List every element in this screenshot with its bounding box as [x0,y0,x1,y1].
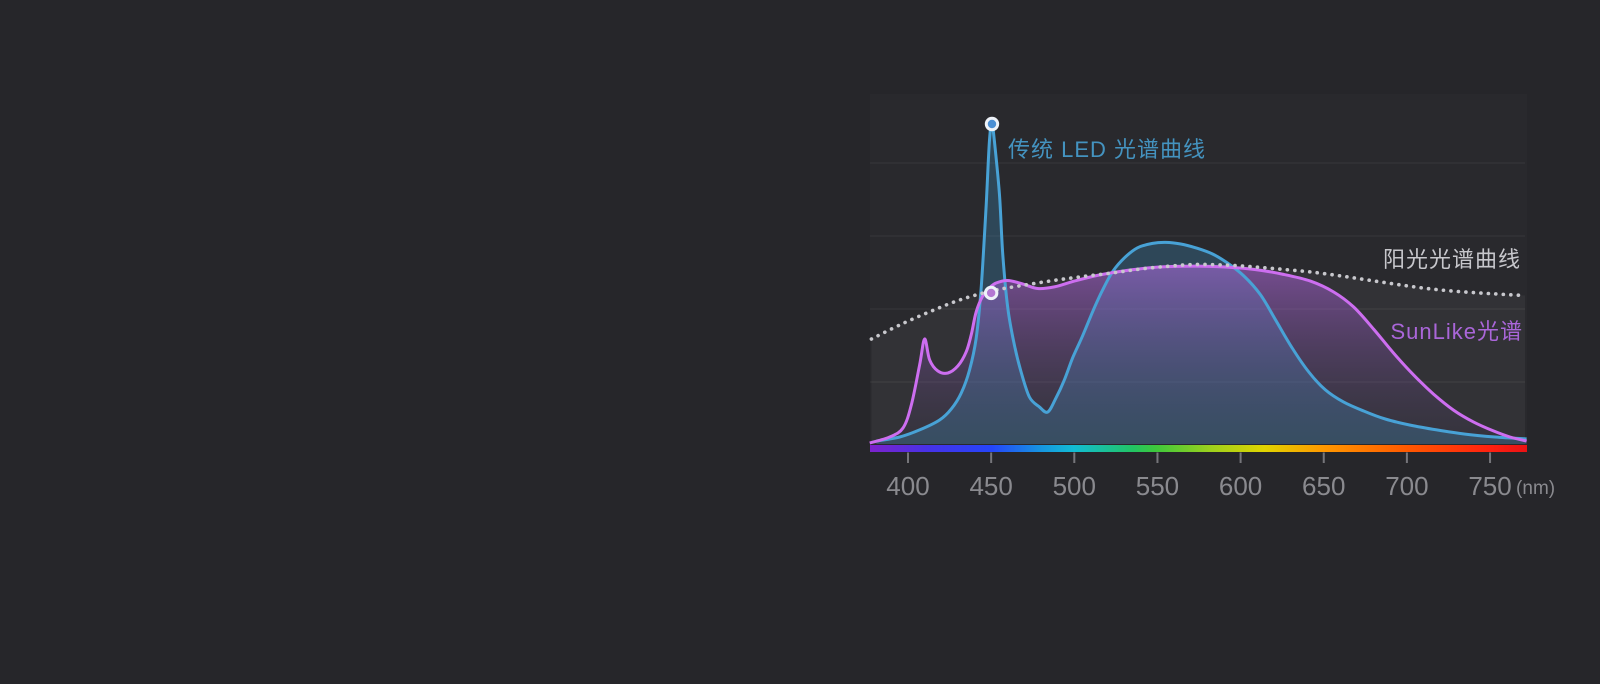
x-axis-unit-label: (nm) [1516,478,1555,499]
x-tick-label: 450 [969,471,1012,501]
led-curve [876,122,1527,443]
x-tick-label: 700 [1385,471,1428,501]
x-tick-label: 750 [1468,471,1511,501]
led-marker [984,116,1000,132]
sunlike-curve [869,264,1527,445]
x-tick-label: 650 [1302,471,1345,501]
spectrum-bar [870,445,1527,452]
sunlike-marker [983,285,999,301]
sunlight-curve-label: 阳光光谱曲线 [1382,247,1521,272]
sunlight-curve [869,262,1527,341]
x-tick-label: 600 [1219,471,1262,501]
led-curve-label: 传统 LED 光谱曲线 [1008,137,1207,162]
sunlike-curve-label: SunLike光谱 [1390,319,1523,344]
sunlike-fill [869,266,1527,444]
x-tick-label: 500 [1053,471,1096,501]
x-tick-label: 400 [886,471,929,501]
x-tick-label: 550 [1136,471,1179,501]
